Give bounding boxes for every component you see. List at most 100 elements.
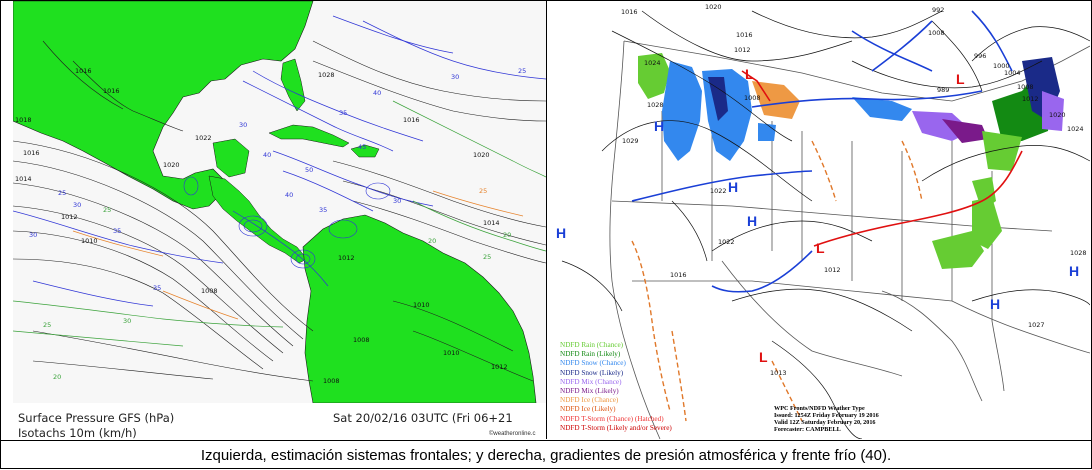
legend-item: NDFD Snow (Likely) xyxy=(560,368,624,377)
legend-item: NDFD T-Storm (Chance) (Hatched) xyxy=(560,414,664,423)
isotach-label: 25 xyxy=(518,67,527,75)
isobar-label: 1008 xyxy=(928,29,945,37)
gfs-map-canvas xyxy=(13,1,546,404)
isobar-label: 992 xyxy=(932,6,945,14)
source-credit: ©weatheronline.c xyxy=(489,431,536,437)
isotach-cluster xyxy=(183,176,391,269)
map-footer xyxy=(13,403,546,439)
isotach-label: 30 xyxy=(393,197,402,205)
isotach-label: 40 xyxy=(285,191,294,199)
isobar-label: 1012 xyxy=(824,266,841,274)
isobar-label: 1016 xyxy=(736,31,753,39)
isobars xyxy=(13,40,546,382)
isotach-label: 30 xyxy=(73,201,82,209)
forecast-line: Valid 12Z Saturday February 20, 2016 xyxy=(774,419,876,426)
pressure-label: 1010 xyxy=(413,301,430,309)
pressure-label: 1016 xyxy=(403,116,420,124)
caption-text: Izquierda, estimación sistemas frontales… xyxy=(200,447,892,464)
land-hispaniola xyxy=(350,144,380,158)
pressure-label: 1020 xyxy=(473,151,490,159)
isotach-label: 50 xyxy=(305,166,314,174)
isotach-label: 35 xyxy=(153,284,162,292)
low-pressure-center: L xyxy=(956,71,965,87)
isotach-label: 45 xyxy=(358,143,367,151)
land-florida xyxy=(280,58,306,112)
forecast-line: Issued: 1254Z Friday February 19 2016 xyxy=(774,412,879,419)
pressure-label: 1008 xyxy=(323,377,340,385)
high-pressure-center: H xyxy=(1069,263,1080,279)
low-pressure-center: L xyxy=(745,66,754,82)
pressure-label: 1016 xyxy=(23,149,40,157)
isotach-label: 30 xyxy=(239,121,248,129)
map-subtitle: Isotachs 10m (km/h) xyxy=(18,426,137,439)
isobar-label: 1027 xyxy=(1028,321,1045,329)
forecast-line: WPC Fronts/NDFD Weather Type xyxy=(774,405,865,412)
pressure-label: 1020 xyxy=(163,161,180,169)
isobar-label: 1000 xyxy=(993,62,1010,70)
isotach-label: 30 xyxy=(29,231,38,239)
isobar-label: 1012 xyxy=(734,46,751,54)
isotach-label: 40 xyxy=(263,151,272,159)
wpc-fronts-map: H H H H H H L L L L 1016 1020 1024 992 1… xyxy=(552,1,1090,439)
valid-time: Sat 20/02/16 03UTC (Fri 06+21 xyxy=(333,411,513,425)
pressure-label: 1008 xyxy=(353,336,370,344)
pressure-label: 1022 xyxy=(195,134,212,142)
isotach-label: 25 xyxy=(58,189,67,197)
isotachs xyxy=(13,15,546,347)
land-yucatan xyxy=(212,138,250,178)
pressure-label: 1018 xyxy=(15,116,32,124)
pressure-label: 1028 xyxy=(318,71,335,79)
isotach-label: 35 xyxy=(319,206,328,214)
isotach-label: 25 xyxy=(479,187,488,195)
isobar-label: 989 xyxy=(937,86,950,94)
pressure-label: 1012 xyxy=(338,254,355,262)
cold-front xyxy=(631,10,1013,293)
isobar-label: 1024 xyxy=(1067,125,1084,133)
pressure-label: 1010 xyxy=(443,349,460,357)
isotach-label: 35 xyxy=(113,227,122,235)
land-north-america xyxy=(13,1,314,210)
warm-front xyxy=(741,70,1023,247)
legend-item: NDFD Ice (Chance) xyxy=(560,396,619,405)
map-title: Surface Pressure GFS (hPa) xyxy=(18,411,175,425)
pressure-label: 1014 xyxy=(15,175,32,183)
pressure-label: 1012 xyxy=(491,363,508,371)
isobar-label: 1028 xyxy=(1070,249,1087,257)
isobar-label: 1008 xyxy=(744,94,761,102)
high-pressure-center: H xyxy=(654,118,665,134)
troughs xyxy=(631,140,923,422)
legend-item: NDFD Rain (Chance) xyxy=(560,341,624,349)
ndfd-legend: NDFD Rain (Chance) NDFD Rain (Likely) ND… xyxy=(560,341,672,433)
figure-caption: Izquierda, estimación sistemas frontales… xyxy=(0,440,1092,470)
isobar-label: 1020 xyxy=(1049,111,1066,119)
land-cuba xyxy=(268,124,350,148)
isobar-label: 1024 xyxy=(644,59,661,67)
pressure-label: 1012 xyxy=(61,213,78,221)
isotach-label: 30 xyxy=(451,73,460,81)
legend-item: NDFD Snow (Chance) xyxy=(560,359,626,368)
wpc-map-canvas xyxy=(552,1,1090,439)
forecast-info: WPC Fronts/NDFD Weather Type Issued: 125… xyxy=(774,405,879,433)
wpc-isobars xyxy=(561,10,1090,439)
pressure-label: 1008 xyxy=(201,287,218,295)
isobar-label: 1022 xyxy=(710,187,727,195)
isotach-label: 25 xyxy=(483,253,492,261)
isobar-label: 1022 xyxy=(718,238,735,246)
isotach-label: 25 xyxy=(43,321,52,329)
isobar-label: 1016 xyxy=(670,271,687,279)
pressure-label: 1016 xyxy=(75,67,92,75)
legend-item: NDFD T-Storm (Likely and/or Severe) xyxy=(560,423,672,432)
isobar-label: 996 xyxy=(974,52,987,60)
high-pressure-center: H xyxy=(990,296,1001,312)
isotach-label: 20 xyxy=(53,373,62,381)
isotach-label: 20 xyxy=(428,237,437,245)
gfs-surface-pressure-map: 1016 1016 1018 1016 1014 1012 1010 1008 … xyxy=(13,1,547,439)
isobar-label: 1004 xyxy=(1004,69,1021,77)
high-pressure-center: H xyxy=(747,213,758,229)
isobar-label: 1013 xyxy=(770,369,787,377)
low-pressure-center: L xyxy=(816,240,825,256)
isobar-label: 1028 xyxy=(647,101,664,109)
forecast-line: Forecaster: CAMPBELL xyxy=(774,426,841,433)
low-pressure-center: L xyxy=(759,349,768,365)
isobar-label: 1029 xyxy=(622,137,639,145)
